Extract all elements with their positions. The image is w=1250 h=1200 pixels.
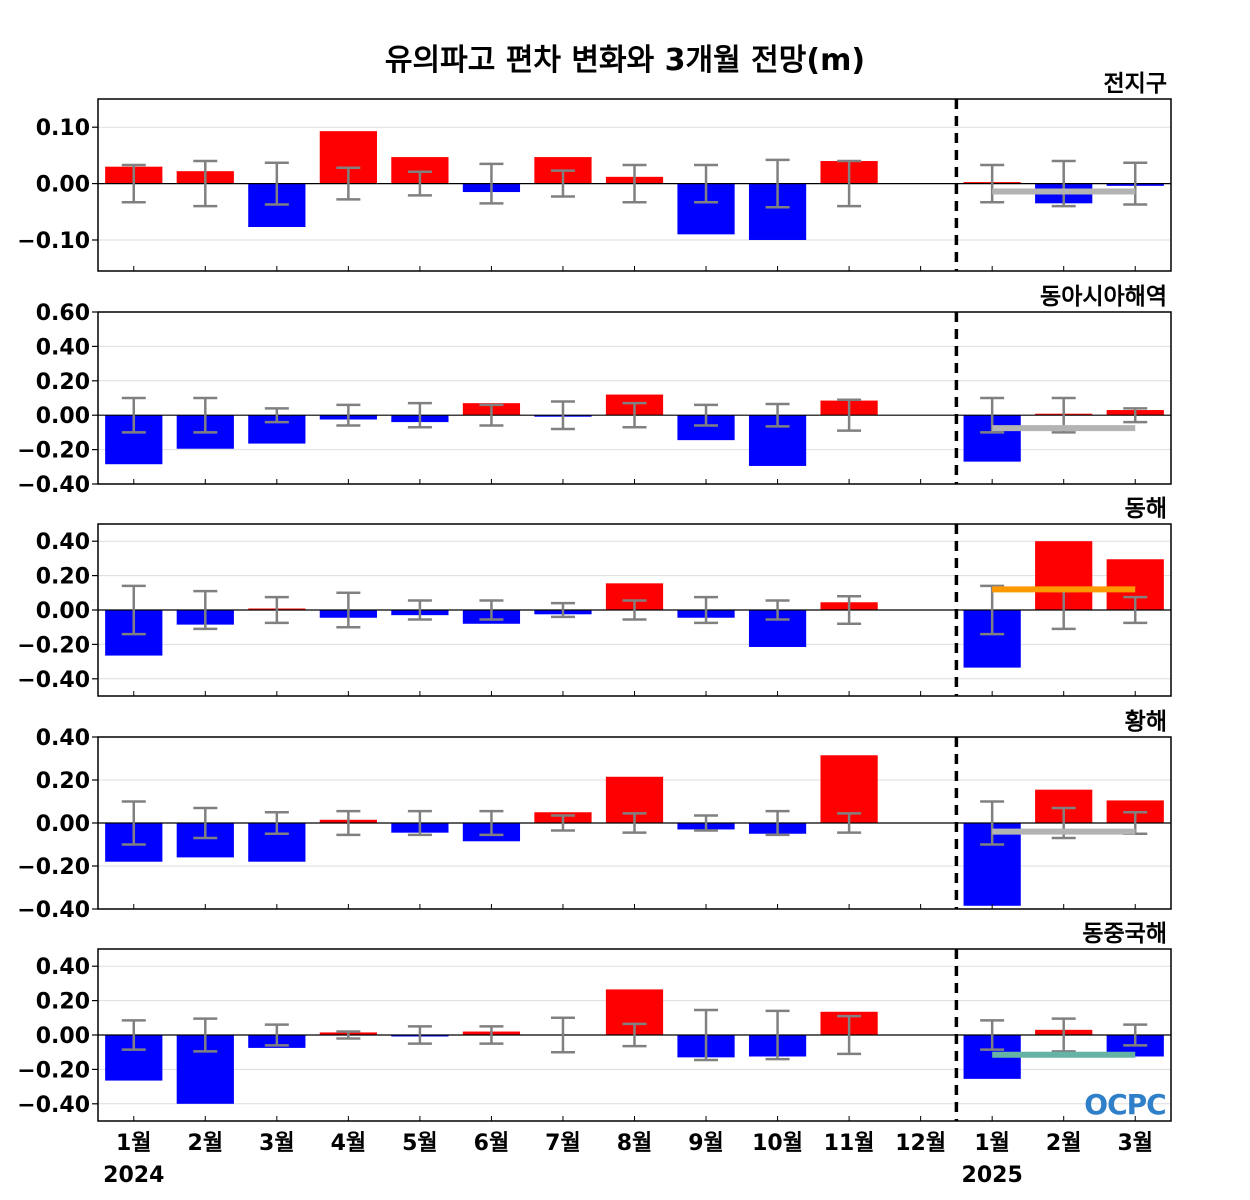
- y-tick-label: 0.00: [36, 404, 90, 429]
- x-tick-label: 3월: [259, 1131, 295, 1156]
- panel-3: 0.40 0.20 0.00 −0.20 −0.40 동해: [17, 496, 1172, 697]
- x-tick-label: 4월: [331, 1131, 367, 1156]
- y-tick-label: −0.20: [17, 633, 90, 658]
- x-tick-label: 11월: [824, 1131, 875, 1156]
- x-tick-label: 10월: [752, 1131, 803, 1156]
- x-tick-label: 9월: [688, 1131, 724, 1156]
- region-label: 동해: [1125, 496, 1167, 522]
- y-tick-label: 0.20: [36, 565, 90, 590]
- y-tick-label: 0.20: [36, 769, 90, 794]
- y-tick-label: 0.40: [36, 530, 90, 555]
- y-tick-label: 0.20: [36, 990, 90, 1015]
- x-tick-label: 7월: [545, 1131, 581, 1156]
- y-tick-label: 0.60: [36, 301, 90, 326]
- x-axis-labels: 1월 2월 3월 4월 5월 6월 7월 8월 9월 10월 11월 12월 1월 2월 3월 2024 202…: [103, 1131, 1153, 1188]
- panel-4: 0.40 0.20 0.00 −0.20 −0.40 황해: [17, 709, 1172, 923]
- y-tick-label: −0.40: [17, 898, 90, 923]
- ocpc-logo: OCPC: [1084, 1088, 1165, 1121]
- region-label: 전지구: [1104, 71, 1167, 97]
- y-tick-label: −0.10: [17, 229, 90, 254]
- panels-group: 0.10 0.00 −0.10 전지구 0.60 0.40 0.20 0.00 −0.20 −0.…: [17, 71, 1172, 1122]
- bar: [820, 755, 878, 823]
- panel-2: 0.60 0.40 0.20 0.00 −0.20 −0.40 동아시아해역: [17, 284, 1172, 498]
- y-tick-label: 0.40: [36, 726, 90, 751]
- y-tick-label: 0.00: [36, 812, 90, 837]
- year-label: 2024: [103, 1163, 164, 1188]
- region-label: 동중국해: [1082, 921, 1167, 947]
- region-label: 동아시아해역: [1040, 284, 1167, 310]
- x-tick-label: 8월: [617, 1131, 653, 1156]
- x-tick-label: 1월: [974, 1131, 1010, 1156]
- region-label: 황해: [1125, 709, 1167, 735]
- y-tick-label: −0.40: [17, 668, 90, 693]
- y-tick-label: 0.40: [36, 335, 90, 360]
- y-tick-label: −0.20: [17, 439, 90, 464]
- y-tick-label: 0.00: [36, 599, 90, 624]
- chart-title: 유의파고 편차 변화와 3개월 전망(m): [385, 43, 865, 78]
- x-tick-label: 3월: [1117, 1131, 1153, 1156]
- y-tick-label: 0.20: [36, 370, 90, 395]
- x-tick-label: 6월: [474, 1131, 510, 1156]
- y-tick-label: −0.20: [17, 1058, 90, 1083]
- y-tick-label: 0.00: [36, 1024, 90, 1049]
- x-tick-label: 5월: [402, 1131, 438, 1156]
- y-tick-label: 0.10: [36, 116, 90, 141]
- x-tick-label: 12월: [895, 1131, 946, 1156]
- x-tick-label: 2월: [188, 1131, 224, 1156]
- y-tick-label: 0.40: [36, 955, 90, 980]
- year-label: 2025: [962, 1163, 1023, 1188]
- x-tick-label: 2월: [1046, 1131, 1082, 1156]
- y-tick-label: −0.40: [17, 1093, 90, 1118]
- panel-1: 0.10 0.00 −0.10 전지구: [17, 71, 1172, 272]
- y-tick-label: −0.20: [17, 855, 90, 880]
- panel-frame: [97, 311, 1172, 485]
- y-tick-label: −0.40: [17, 473, 90, 498]
- y-tick-label: 0.00: [36, 173, 90, 198]
- panel-5: 0.40 0.20 0.00 −0.20 −0.40 동중국해: [17, 921, 1172, 1122]
- x-tick-label: 1월: [116, 1131, 152, 1156]
- panel-frame: [97, 98, 1172, 272]
